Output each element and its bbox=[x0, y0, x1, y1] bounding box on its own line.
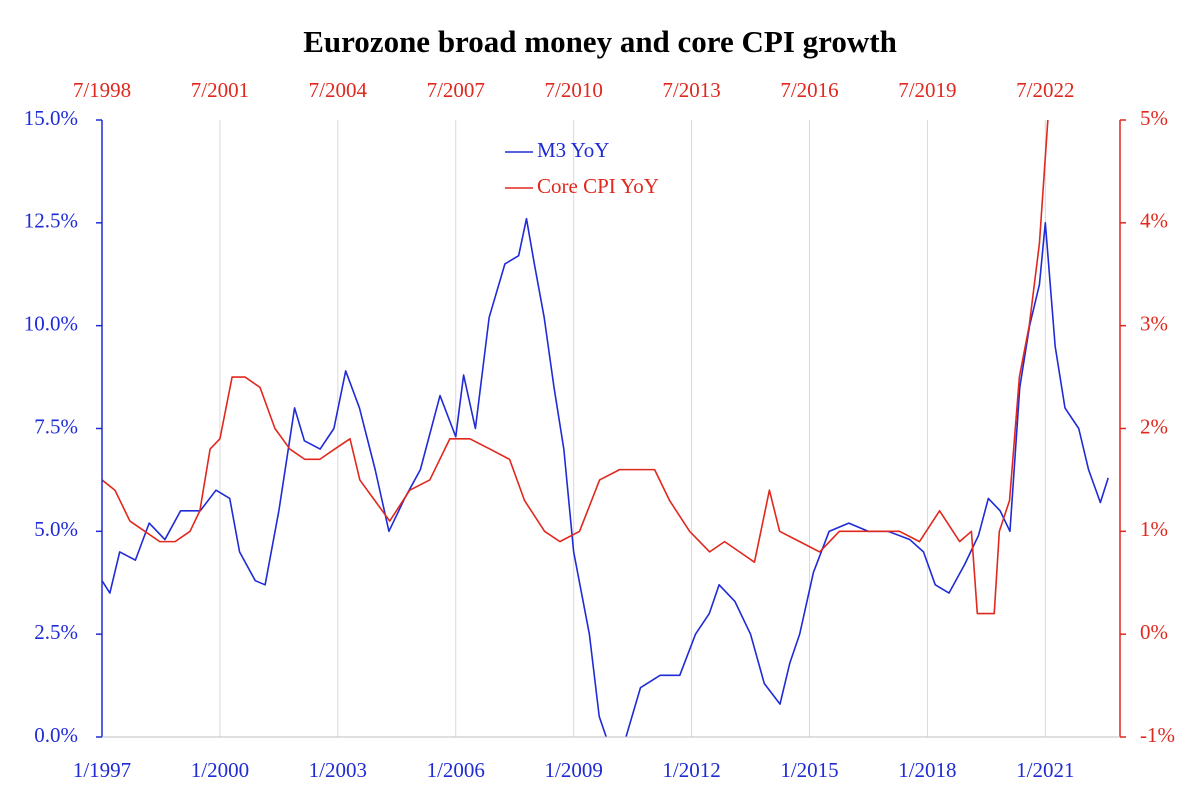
x2-tick-label: 7/2007 bbox=[427, 78, 485, 102]
x2-tick-label: 7/2019 bbox=[898, 78, 956, 102]
y2-tick-label: 4% bbox=[1140, 209, 1168, 233]
y2-tick-label: 2% bbox=[1140, 414, 1168, 438]
x-tick-label: 1/2009 bbox=[544, 758, 602, 782]
y2-tick-label: 5% bbox=[1140, 106, 1168, 130]
legend-label: M3 YoY bbox=[537, 138, 609, 162]
x2-tick-label: 7/1998 bbox=[73, 78, 131, 102]
y-tick-label: 5.0% bbox=[34, 517, 78, 541]
y-tick-label: 0.0% bbox=[34, 723, 78, 747]
series-line bbox=[102, 217, 1109, 737]
axes: 1/1997 1/2000 1/2003 1/2006 1/2009 1/2012 1/20… bbox=[24, 78, 1175, 782]
legend-label: Core CPI YoY bbox=[537, 174, 659, 198]
y2-tick-label: 0% bbox=[1140, 620, 1168, 644]
y-tick-label: 12.5% bbox=[24, 209, 78, 233]
y-tick-label: 7.5% bbox=[34, 414, 78, 438]
series-line bbox=[102, 120, 1049, 615]
chart-title: Eurozone broad money and core CPI growth bbox=[303, 24, 897, 59]
y2-tick-label: -1% bbox=[1140, 723, 1175, 747]
x2-tick-label: 7/2016 bbox=[780, 78, 838, 102]
x-tick-label: 1/2015 bbox=[780, 758, 838, 782]
x2-tick-label: 7/2013 bbox=[662, 78, 720, 102]
x-tick-label: 1/2006 bbox=[427, 758, 485, 782]
x-tick-label: 1/2000 bbox=[191, 758, 249, 782]
x2-tick-label: 7/2001 bbox=[191, 78, 249, 102]
x-tick-label: 1/2003 bbox=[309, 758, 367, 782]
grid bbox=[101, 120, 1046, 737]
x2-tick-label: 7/2004 bbox=[309, 78, 368, 102]
plot-area bbox=[102, 120, 1109, 737]
x2-tick-label: 7/2022 bbox=[1016, 78, 1074, 102]
x2-tick-label: 7/2010 bbox=[544, 78, 602, 102]
y2-tick-label: 1% bbox=[1140, 517, 1168, 541]
y-tick-label: 15.0% bbox=[24, 106, 78, 130]
x-tick-label: 1/1997 bbox=[73, 758, 131, 782]
y-tick-label: 10.0% bbox=[24, 311, 78, 335]
x-tick-label: 1/2012 bbox=[662, 758, 720, 782]
y2-tick-label: 3% bbox=[1140, 311, 1168, 335]
y-tick-label: 2.5% bbox=[34, 620, 78, 644]
x-tick-label: 1/2018 bbox=[898, 758, 956, 782]
x-tick-label: 1/2021 bbox=[1016, 758, 1074, 782]
